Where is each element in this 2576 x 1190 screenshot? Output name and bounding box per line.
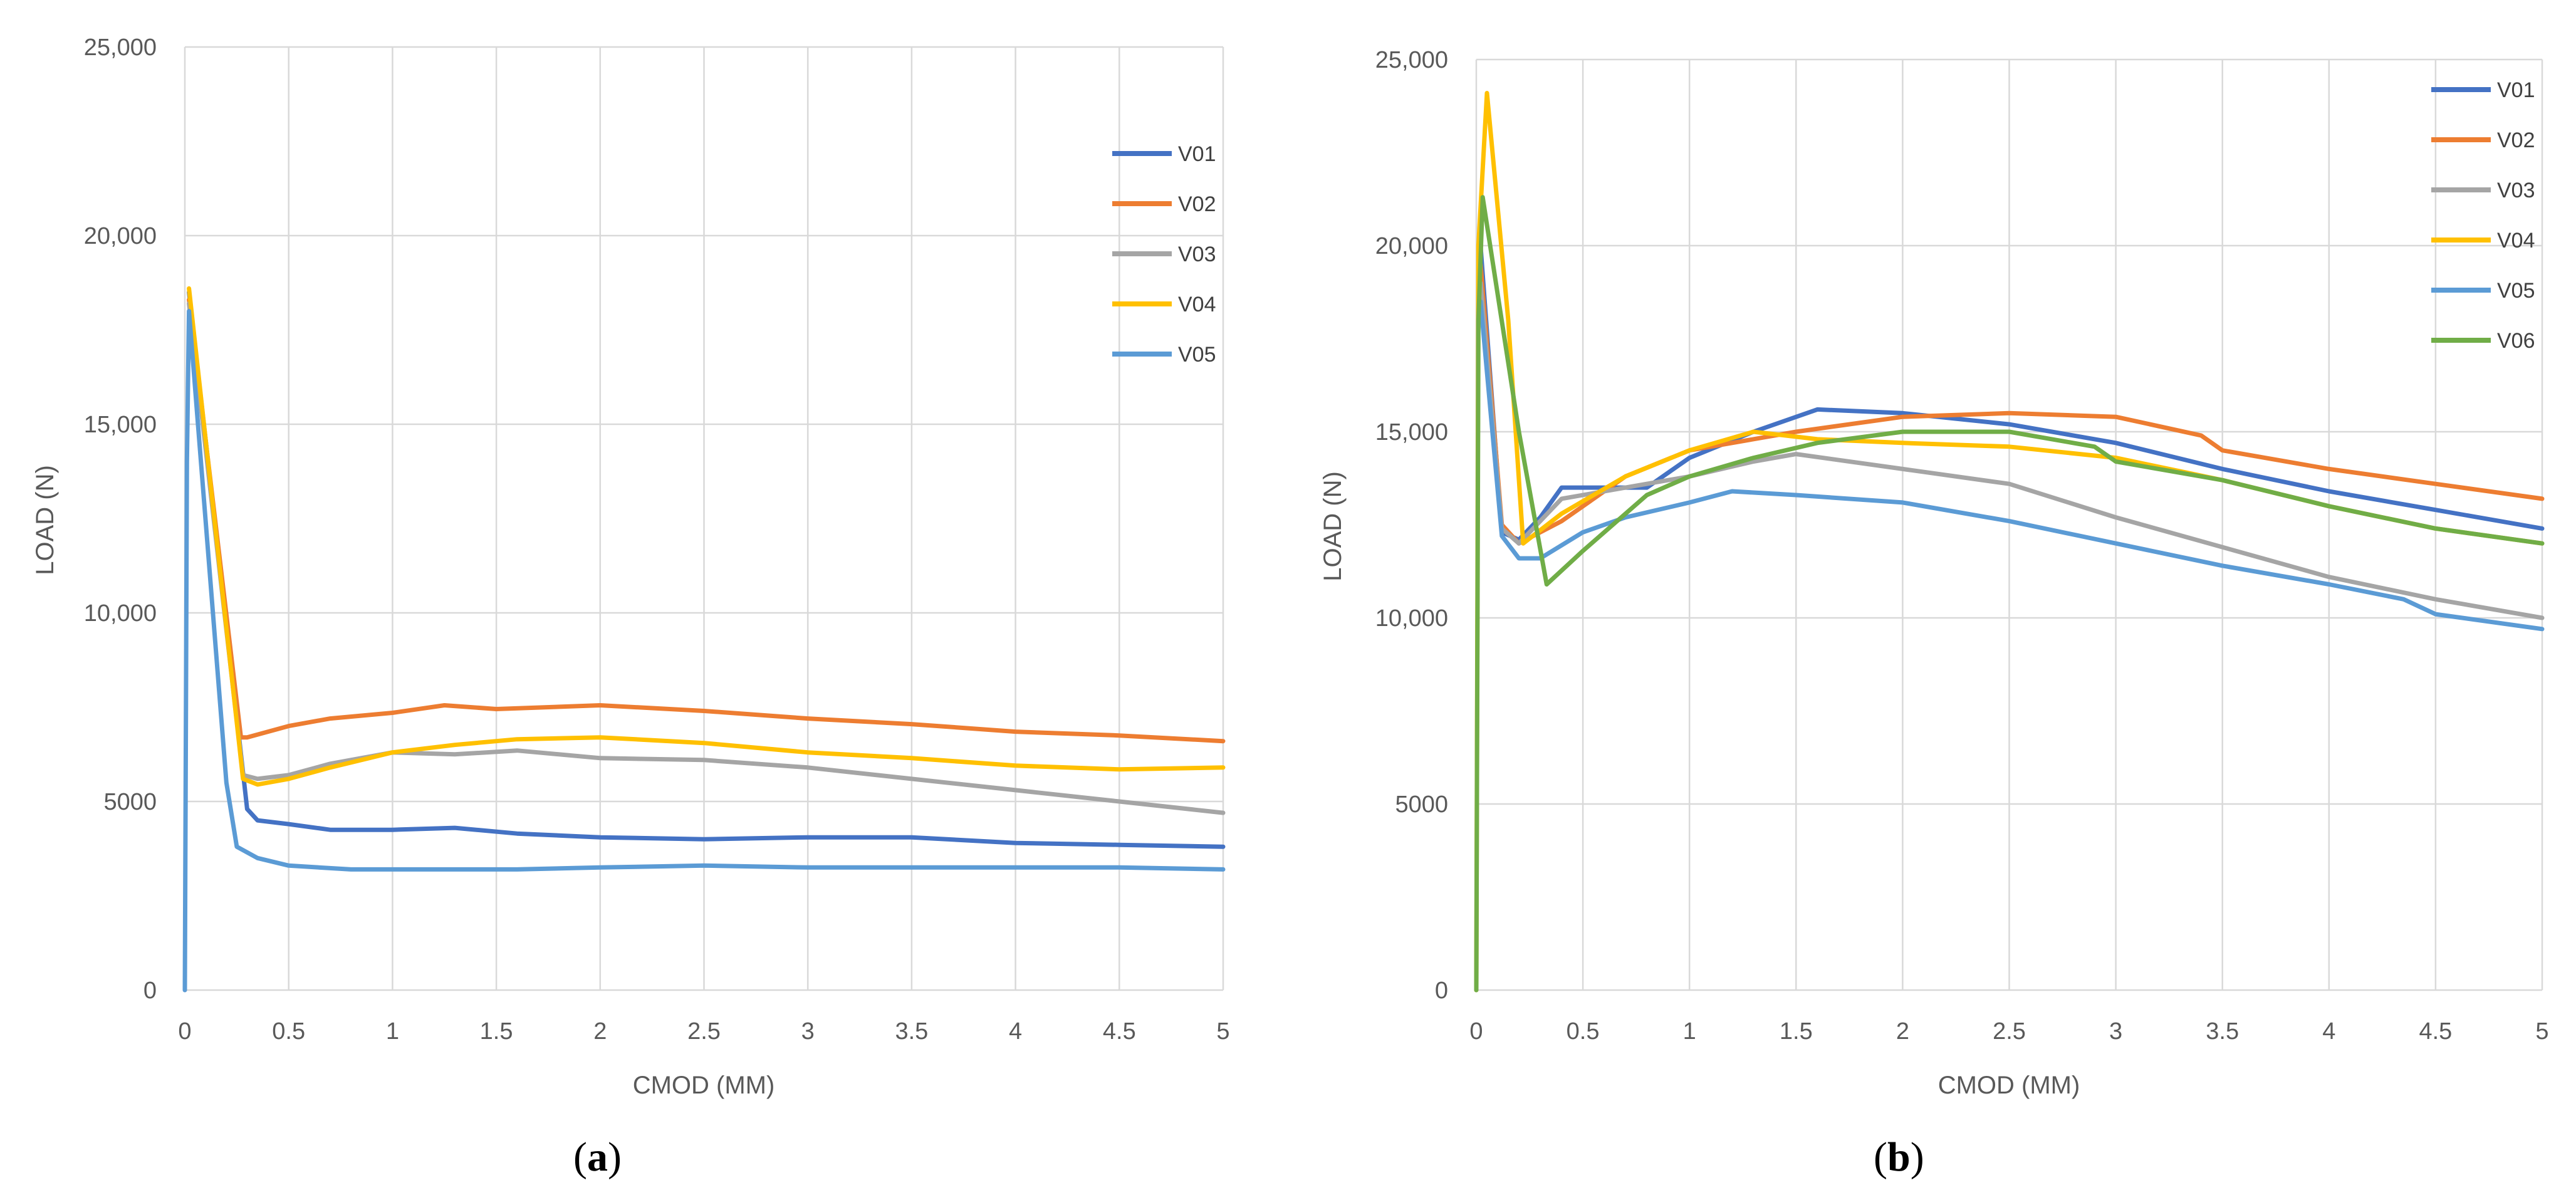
- panel-b-caption: (b): [1874, 1134, 1924, 1180]
- panel-b-x-tick-label: 2: [1896, 1018, 1909, 1045]
- panel-b-y-tick-group: 0 5000 10,000 15,000 20,000 25,000: [1375, 47, 1448, 1004]
- panel-a-x-tick-label: 2.5: [687, 1018, 721, 1045]
- panel-a-y-tick-label: 20,000: [84, 223, 157, 249]
- panel-a-legend: V01 V02 V03 V04 V05: [1112, 142, 1216, 367]
- panel-b-y-tick-label: 5000: [1395, 791, 1448, 818]
- panel-b-series-group: [1474, 91, 2545, 993]
- panel-b-series-v05: [1478, 299, 2545, 632]
- panel-a-legend-label-v02: V02: [1178, 192, 1216, 216]
- panel-a-x-tick-label: 4.5: [1103, 1018, 1136, 1045]
- panel-b-x-axis-label: CMOD (MM): [1938, 1072, 2080, 1099]
- panel-a-y-tick-label: 15,000: [84, 412, 157, 438]
- panel-a-x-tick-group: 0 0.5 1 1.5 2 2.5 3 3.5 4 4.5 5: [178, 1018, 1229, 1045]
- panel-a-x-tick-label: 3: [801, 1018, 815, 1045]
- panel-a-y-tick-label: 0: [143, 978, 157, 1004]
- panel-b-legend-label-v06: V06: [2497, 329, 2535, 353]
- panel-a-y-tick-group: 0 5000 10,000 15,000 20,000 25,000: [84, 34, 157, 1004]
- panel-a-x-axis-label: CMOD (MM): [633, 1072, 775, 1099]
- panel-b-y-axis-label: LOAD (N): [1319, 471, 1347, 582]
- panel-b-y-tick-label: 0: [1435, 978, 1448, 1004]
- panel-a-series-v03: [187, 301, 1226, 815]
- panel-b-x-tick-group: 0 0.5 1 1.5 2 2.5 3 3.5 4 4.5 5: [1469, 1018, 2548, 1045]
- panel-b-y-tick-label: 20,000: [1375, 233, 1448, 259]
- panel-a-x-tick-label: 1.5: [480, 1018, 513, 1045]
- panel-b-x-tick-label: 5: [2535, 1018, 2548, 1045]
- panel-b-legend-label-v03: V03: [2497, 179, 2535, 202]
- panel-b-legend-label-v05: V05: [2497, 279, 2535, 303]
- panel-b-x-tick-label: 1.5: [1780, 1018, 1813, 1045]
- panel-b-x-tick-label: 3.5: [2206, 1018, 2239, 1045]
- panel-b-series-v06: [1474, 195, 2545, 993]
- panel-b-series-v03: [1478, 280, 2545, 620]
- panel-a-legend-label-v03: V03: [1178, 243, 1216, 266]
- panel-a-legend-label-v01: V01: [1178, 142, 1216, 166]
- panel-b-y-tick-label: 10,000: [1375, 605, 1448, 632]
- panel-a-series-v05: [182, 308, 1226, 993]
- panel-a-x-tick-label: 5: [1216, 1018, 1229, 1045]
- panel-b-y-tick-label: 15,000: [1375, 419, 1448, 446]
- panel-b-caption-letter: b: [1887, 1134, 1911, 1180]
- panel-b-x-tick-label: 0: [1469, 1018, 1483, 1045]
- panel-a-series-group: [182, 286, 1226, 993]
- panel-a-caption: (a): [573, 1134, 622, 1180]
- panel-a-legend-label-v04: V04: [1178, 293, 1216, 316]
- panel-b-x-tick-label: 4: [2322, 1018, 2335, 1045]
- panel-b-legend-label-v01: V01: [2497, 78, 2535, 102]
- panel-a-y-tick-label: 10,000: [84, 600, 157, 627]
- panel-b-legend-label-v04: V04: [2497, 229, 2535, 253]
- panel-a-y-tick-label: 25,000: [84, 34, 157, 61]
- panel-a-series-v02: [187, 297, 1226, 744]
- panel-b-series-v01: [1478, 243, 2545, 542]
- panel-a-y-tick-label: 5000: [103, 789, 157, 815]
- panel-a-grid: [184, 46, 1224, 991]
- panel-b-legend: V01 V02 V03 V04 V05 V06: [2431, 78, 2535, 353]
- panel-b-y-tick-label: 25,000: [1375, 47, 1448, 73]
- panel-a-x-tick-label: 4: [1009, 1018, 1022, 1045]
- panel-a-x-tick-label: 1: [386, 1018, 399, 1045]
- panel-a-legend-label-v05: V05: [1178, 343, 1216, 367]
- panel-a-x-tick-label: 0.5: [272, 1018, 305, 1045]
- panel-b: 0 0.5 1 1.5 2 2.5 3 3.5 4 4.5 5 0 5000 10,000 15,000 2…: [1319, 47, 2549, 1180]
- panel-a-x-tick-label: 0: [178, 1018, 191, 1045]
- panel-a-caption-letter: a: [587, 1134, 608, 1180]
- panel-b-grid: [1475, 58, 2543, 991]
- panel-b-x-tick-label: 0.5: [1567, 1018, 1600, 1045]
- panel-b-x-tick-label: 1: [1683, 1018, 1696, 1045]
- panel-b-x-tick-label: 4.5: [2419, 1018, 2452, 1045]
- panel-a-x-tick-label: 3.5: [895, 1018, 928, 1045]
- panel-b-x-tick-label: 2.5: [1993, 1018, 2026, 1045]
- panel-a-x-tick-label: 2: [593, 1018, 607, 1045]
- panel-a-series-v01: [187, 290, 1226, 849]
- panel-b-legend-label-v02: V02: [2497, 128, 2535, 152]
- panel-a-y-axis-label: LOAD (N): [31, 465, 59, 575]
- panel-a: 0 0.5 1 1.5 2 2.5 3 3.5 4 4.5 5 0 5000 10,000 15,000 2…: [31, 34, 1230, 1180]
- panel-a-series-v04: [187, 286, 1226, 787]
- panel-b-x-tick-label: 3: [2109, 1018, 2122, 1045]
